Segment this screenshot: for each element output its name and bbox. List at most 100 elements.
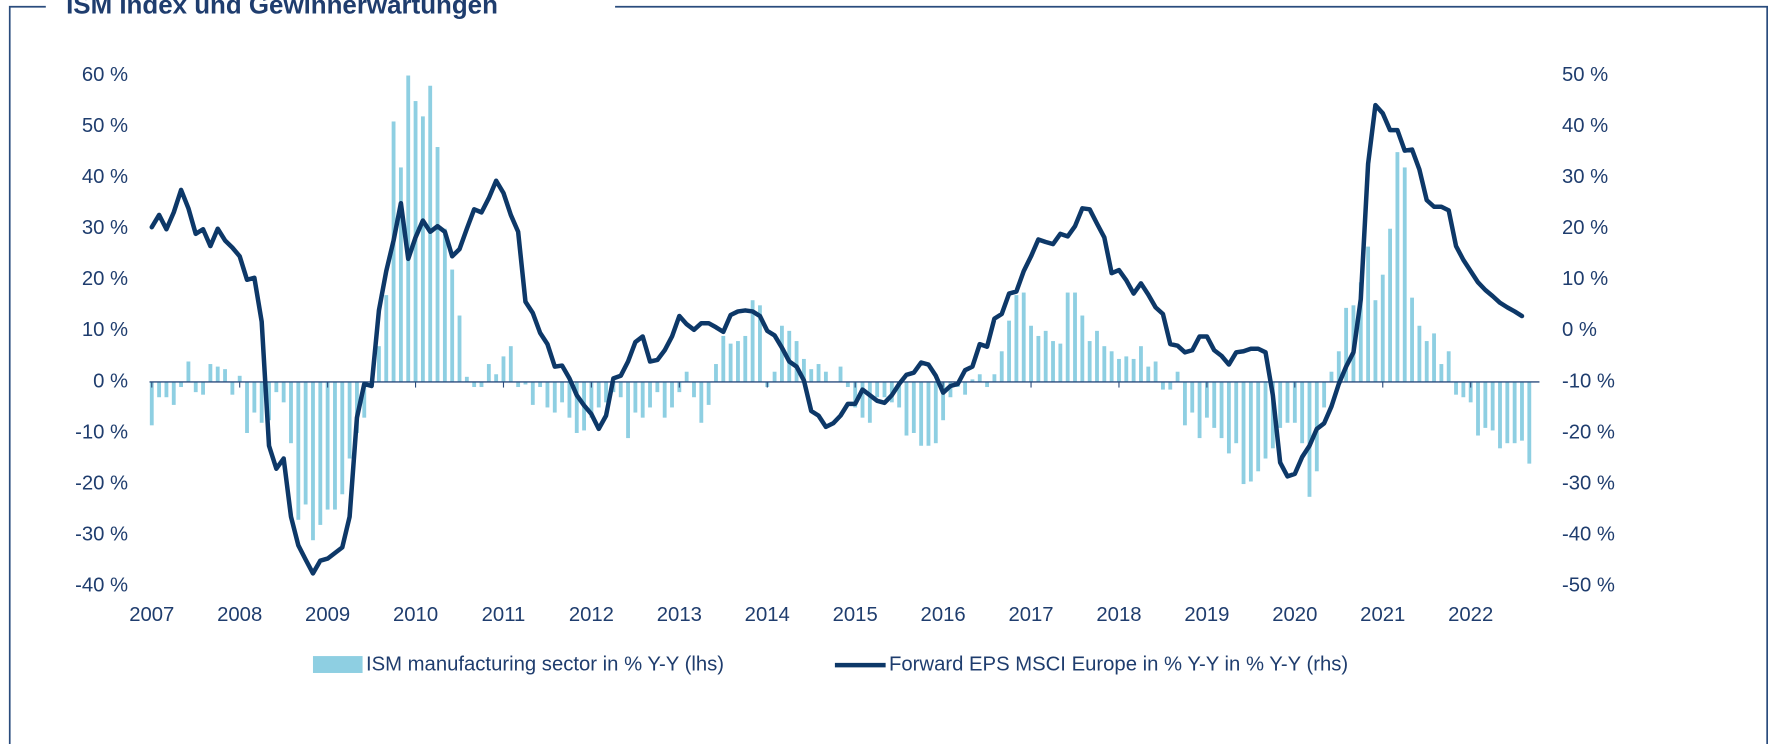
- bar: [508, 346, 513, 382]
- bar: [772, 371, 777, 382]
- bar: [721, 335, 726, 382]
- bar: [494, 374, 499, 382]
- bar: [780, 325, 784, 382]
- bar: [787, 330, 792, 382]
- y2-tick-label: -10 %: [1562, 370, 1615, 392]
- bar: [574, 381, 579, 433]
- bar: [626, 381, 630, 439]
- bar: [1380, 274, 1385, 382]
- bar: [179, 381, 183, 388]
- bar: [1439, 364, 1444, 382]
- bar: [640, 381, 645, 418]
- bar: [457, 315, 462, 382]
- bar: [1131, 358, 1136, 382]
- bar: [985, 381, 989, 388]
- y-tick-label: 10 %: [82, 319, 128, 341]
- bar: [714, 364, 718, 382]
- bar: [670, 381, 674, 408]
- bar: [1424, 341, 1429, 382]
- bar: [706, 381, 711, 405]
- y2-tick-label: -40 %: [1562, 523, 1615, 545]
- x-tick-label: 2018: [1096, 604, 1141, 626]
- bar: [1344, 307, 1349, 382]
- bar: [193, 381, 198, 393]
- y-tick-label: 50 %: [82, 115, 128, 137]
- bar: [340, 381, 345, 495]
- bar: [201, 381, 205, 395]
- y-tick-label: 20 %: [82, 268, 128, 290]
- line: [149, 102, 1525, 576]
- y-tick-label: 60 %: [82, 64, 128, 86]
- bar: [1366, 246, 1371, 382]
- bar: [333, 381, 337, 510]
- bar: [1520, 381, 1524, 441]
- bar: [1109, 351, 1114, 382]
- bar: [1175, 371, 1180, 382]
- bar: [1212, 381, 1217, 428]
- bar: [633, 381, 638, 413]
- bar: [567, 381, 572, 418]
- bar: [1117, 358, 1121, 382]
- bar: [1036, 335, 1041, 382]
- bar: [311, 381, 315, 541]
- bar: [171, 381, 176, 405]
- bar: [1483, 381, 1488, 428]
- bar: [1417, 325, 1422, 382]
- bar: [157, 381, 162, 398]
- bar: [809, 369, 814, 382]
- bar: [1095, 330, 1099, 382]
- bar: [377, 346, 381, 382]
- bar: [1490, 381, 1495, 431]
- y-tick-label: -40 %: [75, 575, 128, 597]
- bar: [1226, 381, 1231, 454]
- bar: [919, 381, 924, 446]
- y2-tick-label: 10 %: [1562, 268, 1608, 290]
- y-tick-label: 0 %: [93, 370, 128, 392]
- bar: [816, 364, 821, 382]
- bar: [1051, 341, 1055, 382]
- bar: [904, 381, 909, 436]
- bar: [538, 381, 543, 388]
- x-tick-label: 2008: [217, 604, 262, 626]
- bar: [860, 381, 865, 418]
- bar: [1073, 292, 1077, 382]
- bar: [1058, 343, 1063, 382]
- bar: [1146, 366, 1151, 382]
- bar: [1300, 381, 1305, 444]
- bar: [897, 381, 902, 408]
- bar: [1446, 351, 1451, 382]
- bar: [1454, 381, 1458, 395]
- bar: [941, 381, 946, 421]
- bar: [1204, 381, 1209, 418]
- bar: [479, 381, 484, 388]
- bar: [274, 381, 279, 393]
- bar: [252, 381, 257, 413]
- x-tick-label: 2020: [1272, 604, 1317, 626]
- bar: [281, 381, 286, 403]
- bar: [325, 381, 330, 510]
- chart-title: ISM Index und Gewinnerwartungen: [66, 0, 498, 20]
- y-tick-label: -10 %: [75, 421, 128, 443]
- bar: [406, 75, 411, 382]
- bar: [596, 381, 601, 408]
- legend-swatch: [312, 656, 363, 673]
- bar: [472, 381, 477, 388]
- bar: [684, 371, 689, 382]
- bar: [223, 369, 227, 382]
- x-tick-label: 2009: [305, 604, 350, 626]
- y2-tick-label: -30 %: [1562, 472, 1615, 494]
- bar: [1527, 381, 1532, 464]
- bar: [794, 341, 799, 382]
- bar: [1219, 381, 1224, 439]
- bar: [1256, 381, 1261, 472]
- bar: [516, 381, 521, 388]
- bar: [853, 381, 858, 408]
- x-tick-label: 2017: [1008, 604, 1053, 626]
- bar: [259, 381, 264, 423]
- bar: [948, 381, 953, 398]
- bar: [208, 364, 213, 382]
- bar: [1080, 315, 1085, 382]
- bar: [347, 381, 352, 459]
- bar: [758, 305, 762, 382]
